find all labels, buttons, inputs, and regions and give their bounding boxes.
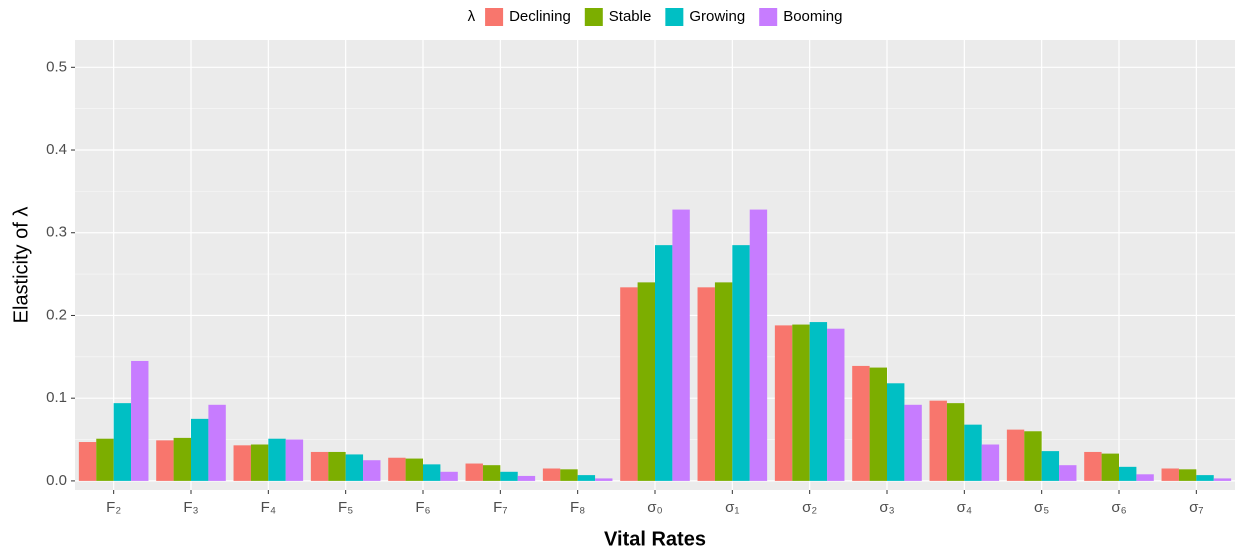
- bar: [1178, 469, 1197, 481]
- legend-title: λ: [468, 8, 476, 25]
- legend-label: Booming: [783, 8, 842, 25]
- y-tick-label: 0.2: [46, 306, 67, 323]
- bar: [827, 328, 845, 481]
- y-tick-label: 0.5: [46, 58, 67, 75]
- bar: [363, 460, 381, 481]
- bar: [1136, 474, 1154, 481]
- bar: [500, 471, 518, 481]
- x-tick-label: σ₀: [647, 499, 662, 516]
- bar: [517, 475, 536, 481]
- bar: [887, 383, 905, 481]
- x-tick-label: F₅: [338, 499, 353, 516]
- bar: [620, 287, 638, 481]
- bar: [465, 463, 483, 481]
- bar: [1006, 429, 1025, 481]
- bar: [405, 458, 423, 481]
- x-tick-label: σ₂: [802, 499, 817, 516]
- bar: [113, 403, 132, 481]
- x-axis-title: Vital Rates: [604, 528, 706, 550]
- y-tick-label: 0.4: [46, 141, 67, 158]
- y-tick-label: 0.1: [46, 389, 67, 406]
- bar: [388, 457, 406, 481]
- bar: [904, 404, 922, 481]
- bar: [423, 464, 441, 481]
- legend-swatch: [485, 8, 504, 26]
- bar: [1213, 478, 1232, 481]
- bar: [560, 469, 578, 481]
- bar: [482, 465, 501, 481]
- legend-label: Growing: [689, 8, 745, 25]
- bar: [672, 209, 690, 481]
- legend-swatch: [584, 8, 603, 26]
- bar: [250, 444, 269, 481]
- bar: [714, 282, 733, 481]
- bar: [809, 322, 828, 481]
- x-tick-label: F₇: [493, 499, 507, 516]
- bar: [78, 442, 97, 481]
- x-tick-label: F₃: [183, 499, 198, 516]
- legend: λ Declining Stable Growing Booming: [468, 8, 842, 26]
- bar: [946, 403, 965, 481]
- bar: [637, 282, 655, 481]
- bar: [173, 437, 191, 481]
- bar: [655, 245, 673, 481]
- y-axis-title: Elasticity of λ: [10, 207, 32, 324]
- x-tick-label: F₂: [106, 499, 121, 516]
- bar: [440, 471, 458, 481]
- bar: [208, 404, 226, 481]
- bar: [1059, 465, 1077, 481]
- x-tick-label: σ₇: [1189, 499, 1203, 516]
- bar: [732, 245, 750, 481]
- bar: [792, 324, 810, 481]
- y-tick-label: 0.0: [46, 472, 67, 489]
- bar: [595, 478, 613, 481]
- x-tick-label: F₄: [261, 499, 276, 516]
- x-tick-label: F₆: [415, 499, 430, 516]
- x-tick-label: σ₄: [957, 499, 972, 516]
- bar: [964, 424, 982, 481]
- bar: [345, 454, 364, 481]
- bar: [1119, 466, 1137, 481]
- x-tick-label: σ₁: [725, 499, 739, 516]
- x-tick-label: F₈: [570, 499, 585, 516]
- bar: [1196, 475, 1214, 481]
- bar: [1161, 468, 1179, 481]
- bar: [96, 438, 114, 481]
- bar: [156, 440, 174, 481]
- bar: [233, 445, 251, 481]
- bar: [328, 451, 346, 481]
- legend-swatch: [665, 8, 684, 26]
- y-tick-label: 0.3: [46, 224, 67, 241]
- bar: [697, 287, 715, 481]
- bar: [1024, 431, 1042, 481]
- bars: [78, 209, 1232, 481]
- bar: [268, 438, 286, 481]
- bar: [774, 325, 793, 481]
- bar: [1101, 453, 1119, 481]
- legend-label: Declining: [509, 8, 571, 25]
- legend-label: Stable: [609, 8, 652, 25]
- x-tick-label: σ₆: [1111, 499, 1126, 516]
- bar: [1084, 451, 1102, 481]
- bar: [285, 439, 304, 481]
- x-tick-label: σ₅: [1034, 499, 1049, 516]
- bar: [869, 367, 887, 481]
- bar: [852, 365, 870, 481]
- bar: [929, 400, 947, 481]
- bar: [1041, 451, 1060, 481]
- bar: [749, 209, 768, 481]
- bar: [577, 475, 596, 481]
- bar: [191, 418, 209, 481]
- bar: [981, 444, 1000, 481]
- x-tick-label: σ₃: [879, 499, 894, 516]
- legend-swatch: [759, 8, 778, 26]
- bar: [310, 451, 329, 481]
- bar: [131, 360, 149, 481]
- bar: [542, 468, 561, 481]
